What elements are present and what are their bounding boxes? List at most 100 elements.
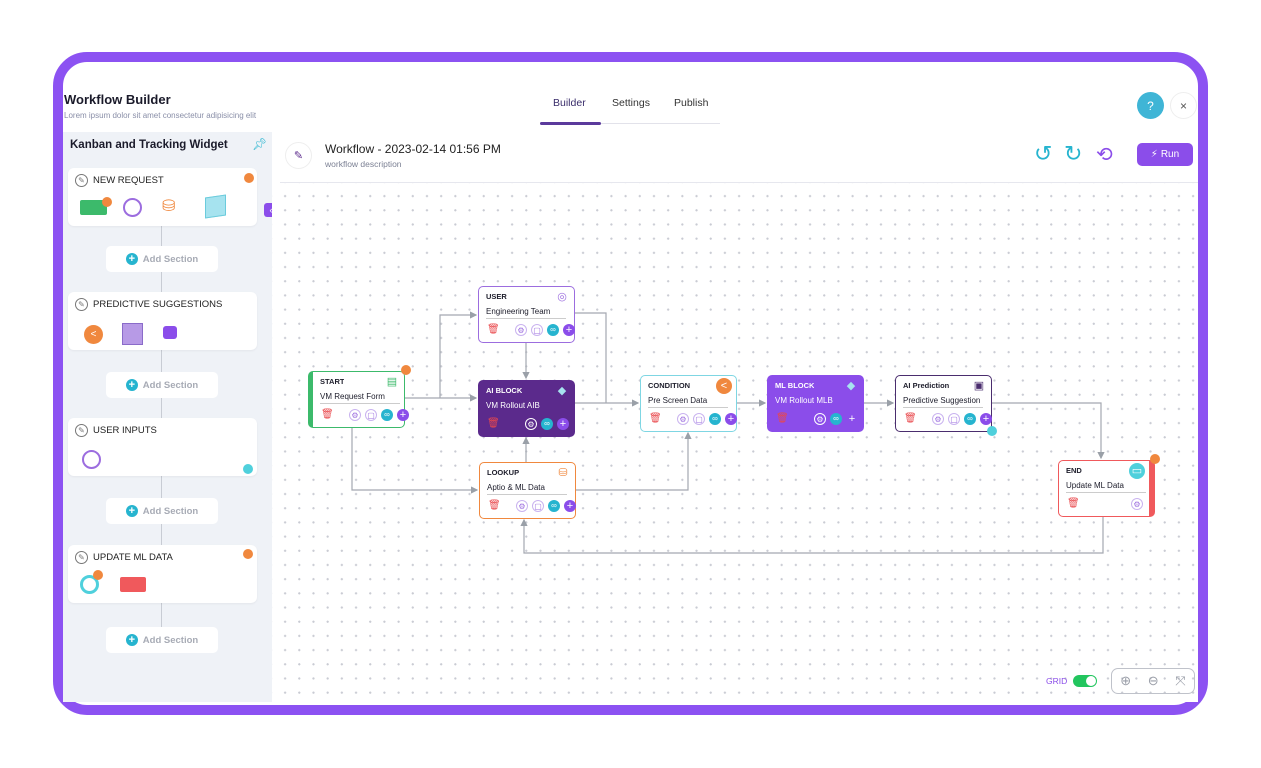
redo-icon[interactable]: ↻ (1064, 141, 1083, 166)
add-section-button[interactable]: + Add Section (106, 246, 218, 272)
user-icon[interactable] (123, 198, 142, 217)
add-icon[interactable]: + (848, 413, 856, 425)
zoom-in-icon[interactable]: ⊕ (1120, 673, 1132, 688)
user-icon: ◎ (557, 291, 567, 303)
pin-icon[interactable]: 📌︎ (252, 137, 268, 151)
add-icon[interactable]: + (563, 324, 575, 336)
copy-icon[interactable]: ▢ (693, 413, 705, 425)
node-condition[interactable]: CONDITION Pre Screen Data < 🗑︎ ⚙ ▢ ∞ + (640, 375, 737, 432)
settings-icon[interactable]: ⚙ (525, 418, 537, 430)
zoom-out-icon[interactable]: ⊖ (1147, 673, 1159, 688)
help-button[interactable]: ? (1137, 92, 1164, 119)
copy-icon[interactable]: ▢ (948, 413, 960, 425)
robot-icon: ▣ (973, 380, 985, 392)
link-icon[interactable]: ∞ (548, 500, 560, 512)
robot-icon[interactable] (163, 326, 177, 339)
delete-icon[interactable]: 🗑︎ (649, 413, 662, 424)
tab-settings[interactable]: Settings (612, 97, 650, 109)
copy-icon[interactable]: ▢ (531, 324, 543, 336)
form-block-icon[interactable] (80, 200, 107, 215)
add-section-button[interactable]: + Add Section (106, 372, 218, 398)
plus-icon: + (125, 505, 138, 517)
connector-dot[interactable] (987, 426, 997, 436)
node-end[interactable]: END Update ML Data ▭ 🗑︎ ⚙ (1058, 460, 1155, 517)
history-icon[interactable]: ⟲ (1096, 144, 1113, 166)
section-update-ml-data[interactable]: ✎ UPDATE ML DATA (68, 545, 257, 603)
copy-icon[interactable]: ▢ (365, 409, 377, 421)
add-icon[interactable]: + (564, 500, 576, 512)
fit-screen-icon[interactable]: ⤧ (1175, 673, 1186, 688)
add-section-button[interactable]: + Add Section (106, 498, 218, 524)
settings-icon[interactable]: ⚙ (516, 500, 528, 512)
settings-icon[interactable]: ⚙ (349, 409, 361, 421)
sidebar (63, 132, 272, 702)
delete-icon[interactable]: 🗑︎ (487, 418, 500, 429)
lightning-icon: ⚡︎ (1150, 149, 1158, 160)
settings-icon[interactable]: ⚙ (1131, 498, 1143, 510)
edit-icon[interactable]: ✎ (75, 551, 88, 564)
node-user[interactable]: USER Engineering Team ◎ 🗑︎ ⚙ ▢ ∞ + (478, 286, 575, 343)
run-button[interactable]: ⚡︎ Run (1137, 143, 1193, 166)
node-type: END (1066, 466, 1082, 475)
node-ai[interactable]: AI BLOCK VM Rollout AIB ◆ 🗑︎ ⚙ ∞ + (478, 380, 575, 437)
tab-publish[interactable]: Publish (674, 97, 709, 109)
settings-icon[interactable]: ⚙ (677, 413, 689, 425)
share-icon[interactable]: < (84, 325, 103, 344)
delete-icon[interactable]: 🗑︎ (321, 409, 334, 420)
node-label: Update ML Data (1066, 481, 1146, 493)
undo-icon[interactable]: ↺ (1034, 141, 1053, 166)
node-ml[interactable]: ML BLOCK VM Rollout MLB ◆ 🗑︎ ⚙ ∞ + (767, 375, 864, 432)
tab-builder[interactable]: Builder (553, 97, 586, 109)
link-icon[interactable]: ∞ (830, 413, 842, 425)
edge-start-lookup (351, 428, 479, 494)
edit-workflow-button[interactable]: ✎ (285, 142, 312, 169)
node-lookup[interactable]: LOOKUP Aptio & ML Data ⛁ 🗑︎ ⚙ ▢ ∞ + (479, 462, 576, 519)
delete-icon[interactable]: 🗑︎ (904, 413, 917, 424)
settings-icon[interactable]: ⚙ (515, 324, 527, 336)
section-predictive-suggestions[interactable]: ✎ PREDICTIVE SUGGESTIONS < (68, 292, 257, 350)
settings-icon[interactable]: ⚙ (814, 413, 826, 425)
edit-icon[interactable]: ✎ (75, 298, 88, 311)
edit-icon[interactable]: ✎ (75, 424, 88, 437)
database-search-icon: ⛁ (558, 467, 568, 479)
section-user-inputs[interactable]: ✎ USER INPUTS (68, 418, 257, 476)
node-label: VM Rollout MLB (775, 396, 833, 405)
settings-icon[interactable]: ⚙ (932, 413, 944, 425)
link-icon[interactable]: ∞ (381, 409, 393, 421)
add-section-label: Add Section (142, 634, 199, 646)
link-icon[interactable]: ∞ (547, 324, 559, 336)
delete-icon[interactable]: 🗑︎ (1067, 498, 1080, 509)
end-block-icon[interactable] (120, 577, 146, 592)
link-icon[interactable]: ∞ (964, 413, 976, 425)
add-section-label: Add Section (142, 505, 199, 517)
add-icon[interactable]: + (725, 413, 737, 425)
add-icon[interactable]: + (980, 413, 992, 425)
connector-dot[interactable] (1150, 454, 1160, 464)
copy-icon[interactable]: ▢ (532, 500, 544, 512)
node-actions: 🗑︎ ⚙ (1067, 498, 1143, 511)
status-dot (243, 549, 253, 559)
delete-icon[interactable]: 🗑︎ (776, 413, 789, 424)
close-button[interactable]: × (1170, 92, 1197, 119)
node-pred[interactable]: AI Prediction Predictive Suggestion ▣ 🗑︎… (895, 375, 992, 432)
edit-icon[interactable]: ✎ (75, 174, 88, 187)
node-actions: 🗑︎ ⚙ ∞ + (487, 418, 569, 431)
add-icon[interactable]: + (397, 409, 409, 421)
delete-icon[interactable]: 🗑︎ (487, 324, 500, 335)
section-new-request[interactable]: ✎ NEW REQUEST ⛁ (68, 168, 257, 226)
link-icon[interactable]: ∞ (541, 418, 553, 430)
delete-icon[interactable]: 🗑︎ (488, 500, 501, 511)
add-section-button[interactable]: + Add Section (106, 627, 218, 653)
user-icon[interactable] (82, 450, 101, 469)
node-label: Engineering Team (486, 307, 566, 319)
database-search-icon[interactable]: ⛁ (162, 198, 176, 215)
add-icon[interactable]: + (557, 418, 569, 430)
section-label: UPDATE ML DATA (93, 552, 173, 563)
connector-dot[interactable] (401, 365, 411, 375)
link-icon[interactable]: ∞ (709, 413, 721, 425)
node-start[interactable]: START VM Request Form ▤ 🗑︎ ⚙ ▢ ∞ + (308, 371, 409, 428)
folder-icon[interactable] (80, 575, 99, 594)
grid-toggle[interactable] (1073, 675, 1097, 687)
cube-icon[interactable] (122, 323, 143, 345)
